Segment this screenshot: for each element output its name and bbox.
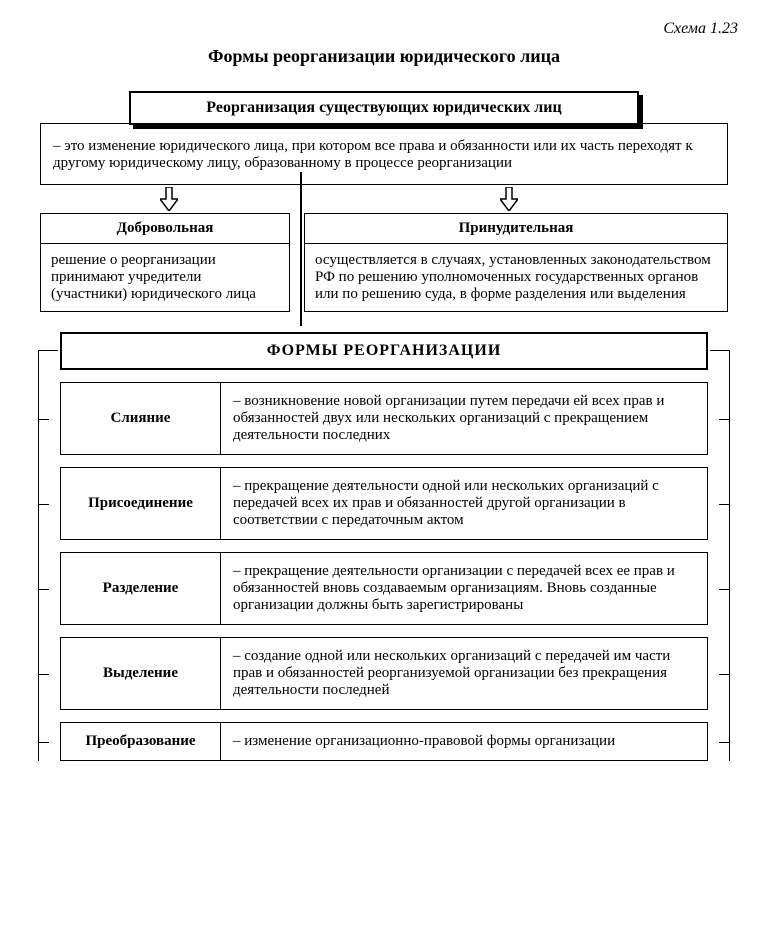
form-desc: – прекращение деятельности организации с… (221, 553, 707, 624)
types-row: Добровольная решение о реорганизации при… (40, 213, 728, 312)
bracket-tick (39, 419, 49, 421)
form-name: Выделение (61, 638, 221, 709)
bracket-tick (719, 589, 729, 591)
definition-box: – это изменение юридического лица, при к… (40, 123, 728, 185)
bracket-tick (39, 674, 49, 676)
forms-header: ФОРМЫ РЕОРГАНИЗАЦИИ (60, 332, 708, 370)
form-row: Присоединение– прекращение деятельности … (60, 467, 708, 540)
compulsory-box: Принудительная осуществляется в случаях,… (304, 213, 728, 312)
bracket-tick (719, 742, 729, 744)
form-row: Выделение– создание одной или нескольких… (60, 637, 708, 710)
form-desc: – прекращение деятельности одной или нес… (221, 468, 707, 539)
form-desc: – возникновение новой организации путем … (221, 383, 707, 454)
arrow-down-icon (160, 187, 178, 211)
scheme-label: Схема 1.23 (30, 20, 738, 38)
compulsory-text: осуществляется в случаях, установленных … (305, 244, 727, 311)
arrow-down-icon (500, 187, 518, 211)
form-row: Разделение– прекращение деятельности орг… (60, 552, 708, 625)
form-name: Присоединение (61, 468, 221, 539)
mid-connector (30, 312, 738, 326)
bracket-tick (39, 589, 49, 591)
compulsory-title: Принудительная (305, 214, 727, 244)
forms-section: ФОРМЫ РЕОРГАНИЗАЦИИ Слияние– возникновен… (30, 332, 738, 761)
form-name: Слияние (61, 383, 221, 454)
page-title: Формы реорганизации юридического лица (30, 46, 738, 67)
main-header-box: Реорганизация существующих юридических л… (129, 91, 639, 125)
bracket-left (38, 350, 58, 761)
arrows-row (30, 187, 738, 213)
form-row: Преобразование– изменение организационно… (60, 722, 708, 761)
bracket-tick (719, 674, 729, 676)
voluntary-title: Добровольная (41, 214, 289, 244)
form-name: Разделение (61, 553, 221, 624)
form-desc: – изменение организационно-правовой форм… (221, 723, 707, 760)
form-row: Слияние– возникновение новой организации… (60, 382, 708, 455)
voluntary-text: решение о реорганизации принимают учреди… (41, 244, 289, 311)
voluntary-box: Добровольная решение о реорганизации при… (40, 213, 290, 312)
bracket-tick (39, 504, 49, 506)
bracket-tick (39, 742, 49, 744)
bracket-tick (719, 419, 729, 421)
forms-list: Слияние– возникновение новой организации… (60, 382, 708, 761)
bracket-right (710, 350, 730, 761)
form-desc: – создание одной или нескольких организа… (221, 638, 707, 709)
bracket-tick (719, 504, 729, 506)
form-name: Преобразование (61, 723, 221, 760)
